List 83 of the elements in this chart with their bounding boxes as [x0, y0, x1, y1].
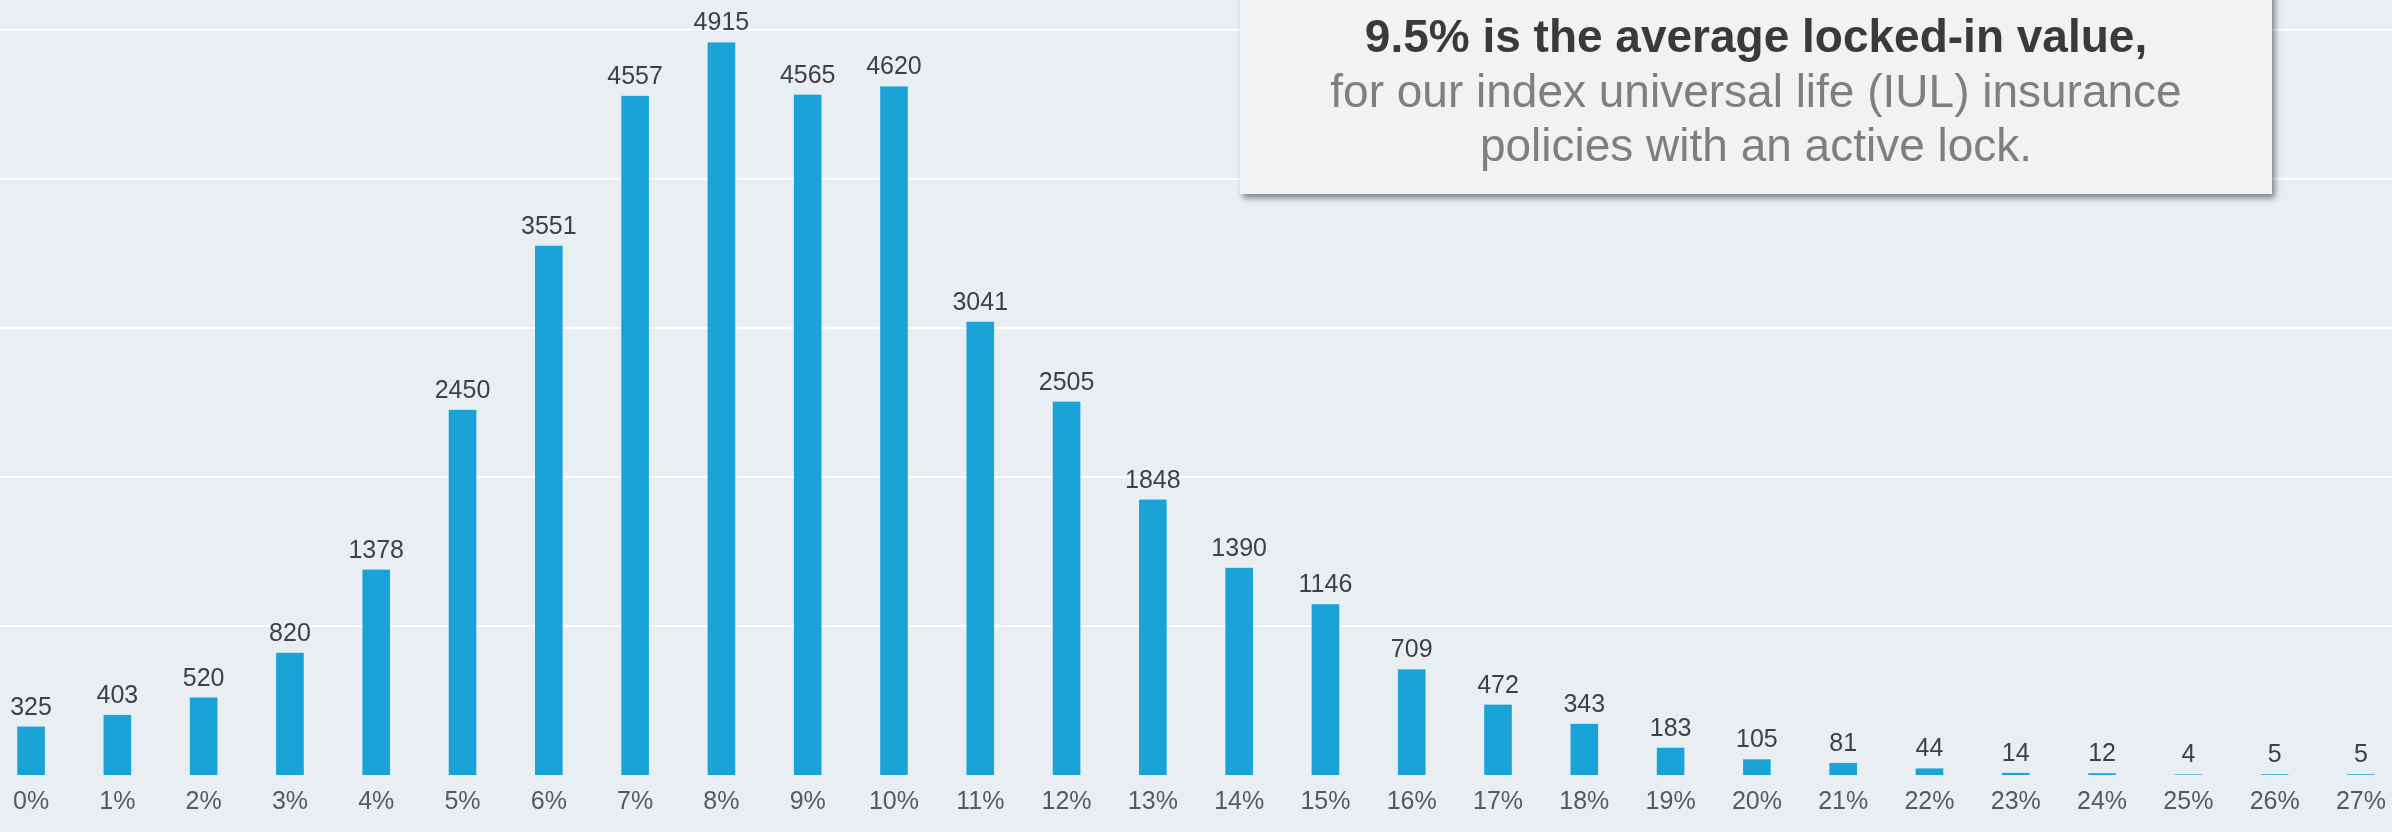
x-tick-label: 0%	[12, 785, 50, 814]
x-tick-label: 3%	[271, 785, 309, 814]
callout-box: 9.5% is the average locked-in value, for our index universal life (IUL) insurance policies with an active lock.	[1240, 0, 2272, 194]
bar	[1052, 401, 1081, 775]
data-label: 325	[10, 691, 52, 720]
x-tick-label: 9%	[789, 785, 826, 814]
bar	[707, 42, 736, 775]
x-tick-label: 18%	[1559, 785, 1610, 814]
bar	[103, 714, 132, 775]
bar	[189, 697, 218, 775]
data-label: 12	[2088, 738, 2116, 767]
bar	[1829, 762, 1857, 775]
data-label: 14	[2001, 737, 2030, 766]
data-label: 472	[1477, 669, 1519, 698]
bar	[1225, 567, 1253, 775]
bar	[17, 726, 45, 775]
x-tick-label: 16%	[1386, 785, 1437, 814]
x-tick-label: 2%	[185, 785, 222, 814]
x-tick-label: 21%	[1818, 785, 1869, 814]
data-label: 709	[1390, 634, 1433, 663]
data-label: 1146	[1298, 569, 1353, 598]
x-tick-label: 17%	[1473, 785, 1524, 814]
bar	[1656, 747, 1685, 775]
bar	[1915, 768, 1944, 775]
x-tick-label: 12%	[1041, 785, 1092, 814]
data-label: 3551	[521, 210, 577, 239]
x-tick-label: 27%	[2335, 785, 2386, 814]
x-tick-label: 23%	[1990, 785, 2041, 814]
data-label: 2505	[1038, 366, 1095, 395]
data-label: 4557	[607, 60, 663, 89]
bar	[1311, 604, 1340, 775]
data-label: 403	[96, 679, 139, 708]
bar	[966, 321, 995, 775]
x-tick-label: 14%	[1214, 785, 1265, 814]
bar	[535, 245, 563, 775]
x-tick-label: 5%	[444, 785, 481, 814]
data-label: 1390	[1211, 532, 1267, 561]
x-tick-label: 22%	[1904, 785, 1955, 814]
data-label: 5	[2353, 739, 2368, 768]
bar	[1570, 723, 1599, 775]
x-tick-label: 19%	[1645, 785, 1696, 814]
data-label: 183	[1649, 712, 1692, 741]
data-label: 105	[1736, 724, 1778, 753]
x-tick-label: 4%	[358, 785, 395, 814]
bar	[880, 86, 908, 775]
x-tick-label: 7%	[617, 785, 654, 814]
x-tick-label: 25%	[2163, 785, 2214, 814]
data-label: 3041	[952, 286, 1009, 315]
data-label: 343	[1563, 688, 1606, 717]
x-tick-label: 1%	[99, 785, 136, 814]
x-tick-label: 20%	[1731, 785, 1782, 814]
data-label: 4565	[779, 59, 836, 88]
bar	[793, 94, 822, 775]
x-tick-label: 24%	[2077, 785, 2128, 814]
bar	[621, 95, 649, 775]
bar	[448, 409, 477, 775]
x-tick-label: 11%	[956, 785, 1005, 814]
data-label: 520	[182, 662, 225, 691]
x-tick-label: 13%	[1127, 785, 1178, 814]
data-label: 1848	[1125, 464, 1181, 493]
x-tick-label: 8%	[703, 785, 740, 814]
data-label: 1378	[348, 534, 405, 563]
bar	[1743, 759, 1771, 775]
x-tick-label: 26%	[2249, 785, 2300, 814]
bar	[276, 652, 304, 775]
data-label: 44	[1915, 733, 1944, 762]
annotation: for our index universal life (IUL) insurance policies with an active lock.	[1329, 64, 2183, 172]
data-label: 5	[2267, 739, 2282, 768]
data-label: 81	[1829, 727, 1858, 756]
data-label: 4915	[693, 7, 750, 36]
bar	[362, 569, 391, 775]
bar	[1397, 669, 1426, 775]
bar	[1139, 499, 1167, 775]
x-tick-label: 10%	[868, 785, 919, 814]
annotation: 9.5% is the average locked-in value,	[1363, 9, 2149, 64]
bar	[2001, 772, 2030, 775]
data-label: 4620	[866, 51, 922, 80]
x-tick-label: 6%	[530, 785, 567, 814]
x-tick-label: 15%	[1300, 785, 1351, 814]
bar	[1484, 704, 1512, 775]
data-label: 2450	[434, 374, 491, 403]
data-label: 820	[269, 617, 311, 646]
data-label: 4	[2181, 739, 2196, 768]
